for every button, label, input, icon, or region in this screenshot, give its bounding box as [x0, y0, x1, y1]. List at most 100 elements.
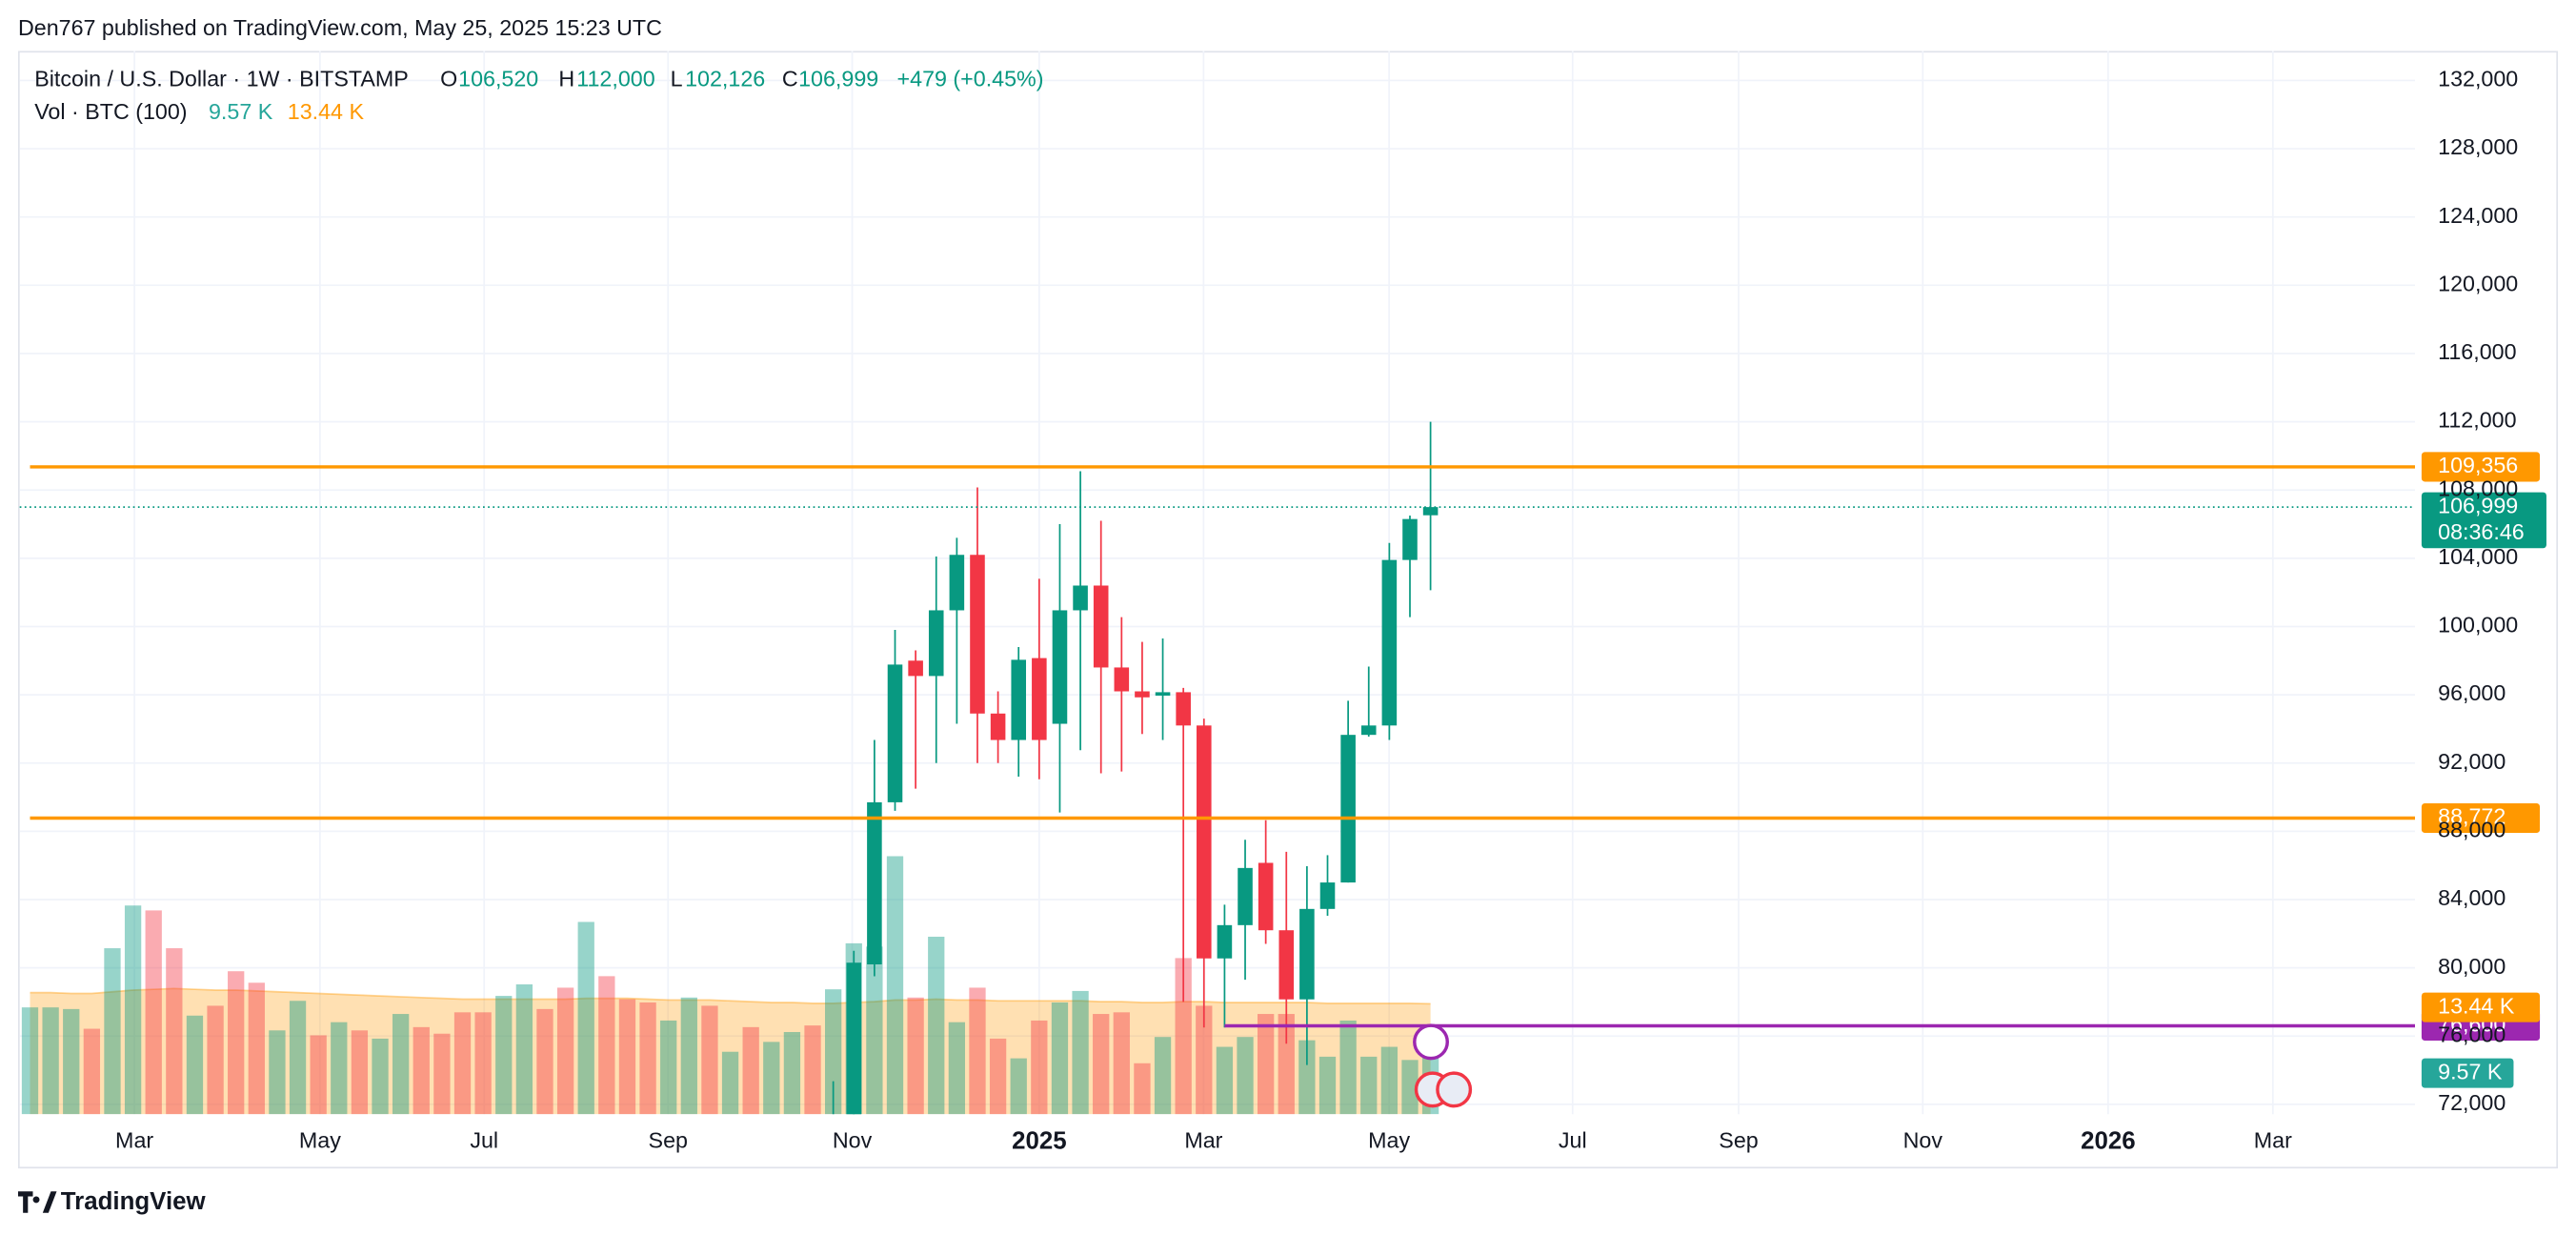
volume-bar [1134, 1063, 1151, 1115]
volume-bar [331, 1022, 348, 1115]
x-tick-label: 2025 [1012, 1127, 1067, 1154]
volume-bar [1051, 1002, 1069, 1115]
volume-bar [228, 971, 245, 1115]
volume-bar [1298, 1040, 1316, 1115]
volume-bar [639, 1002, 656, 1115]
volume-bar [928, 936, 945, 1115]
candle-body [970, 555, 985, 714]
y-tick-label: 120,000 [2438, 271, 2518, 295]
volume-bar [1154, 1037, 1172, 1115]
volume-bar [269, 1030, 286, 1115]
chart-frame [17, 51, 2559, 1169]
y-tick-label: 124,000 [2438, 203, 2518, 228]
volume-bar [660, 1020, 677, 1115]
x-tick-label: Nov [1903, 1128, 1943, 1153]
volume-bar [310, 1035, 327, 1115]
candle-body [949, 555, 965, 611]
volume-bar [83, 1028, 101, 1115]
x-tick-label: Jul [470, 1128, 498, 1153]
volume-bar [495, 996, 513, 1115]
volume-bar [392, 1014, 410, 1115]
volume-bar [42, 1007, 59, 1115]
volume-bar [289, 1001, 307, 1115]
volume-bar [1258, 1014, 1275, 1115]
candle-body [1135, 691, 1150, 698]
volume-bar [1072, 990, 1089, 1115]
candle-body [1032, 658, 1047, 740]
volume-bar [742, 1026, 759, 1115]
candle-body [1217, 924, 1233, 959]
y-tick-label: 104,000 [2438, 544, 2518, 569]
volume-bar [701, 1005, 718, 1115]
volume-bar [351, 1030, 369, 1115]
y-tick-label: 108,000 [2438, 476, 2518, 500]
y-tick-label: 128,000 [2438, 134, 2518, 159]
y-tick-label: 96,000 [2438, 680, 2506, 705]
ohlc-value: 106,520 [458, 67, 538, 91]
y-tick-label: 112,000 [2438, 408, 2516, 433]
volume-bar [248, 982, 265, 1115]
candle-body [1093, 585, 1109, 668]
candles [832, 421, 1439, 1115]
brand: TradingView [61, 1188, 207, 1215]
volume-bar [1093, 1014, 1110, 1115]
volume-bar [721, 1051, 739, 1115]
volume-bar [166, 948, 183, 1115]
volume-bar [1196, 1005, 1213, 1115]
y-tick-label: 72,000 [2438, 1090, 2506, 1115]
volume-value: 9.57 K [209, 99, 273, 124]
volume-bar [969, 987, 986, 1115]
price-label: 106,999 [2438, 493, 2518, 517]
candle-body [867, 801, 882, 965]
y-tick-label: 116,000 [2438, 339, 2516, 364]
volume-bar [145, 910, 162, 1115]
volume-bar [515, 984, 533, 1115]
candle-body [1340, 735, 1356, 883]
y-tick-label: 84,000 [2438, 885, 2506, 910]
published-note: Den767 published on TradingView.com, May… [18, 15, 662, 40]
volume-bar [556, 987, 574, 1115]
candle-body [1238, 867, 1253, 925]
volume-ma-area [30, 988, 1431, 1115]
volume-bar [1318, 1056, 1337, 1115]
candle-body [1278, 930, 1295, 1000]
x-tick-label: Jul [1559, 1128, 1587, 1153]
candle-body [1176, 692, 1191, 726]
volume-bar [1237, 1037, 1254, 1115]
candle-body [928, 610, 944, 677]
candle-body [1052, 610, 1068, 724]
volume-bar [1031, 1020, 1048, 1115]
volume-bar [577, 921, 594, 1115]
level-label: 88,772 [2438, 804, 2506, 829]
volume-bar [1175, 958, 1192, 1115]
level-label-box [2421, 452, 2541, 482]
ohlc-letter: O [440, 67, 457, 91]
volume-tag: 9.57 K [2438, 1059, 2503, 1083]
candle-body [1360, 725, 1377, 736]
x-tick-label: Mar [115, 1128, 153, 1153]
ohlc-letter: H [558, 67, 574, 91]
y-tick-label: 80,000 [2438, 954, 2506, 979]
candle-body [1197, 725, 1212, 959]
volume-bar [1339, 1020, 1357, 1115]
y-tick-label: 100,000 [2438, 613, 2518, 638]
volume-bar [536, 1008, 553, 1115]
candle-body [1155, 692, 1171, 696]
candle-body [1011, 659, 1027, 740]
volume-bar [1401, 1060, 1419, 1115]
x-tick-label: Sep [1719, 1128, 1758, 1153]
volume-bar [763, 1042, 780, 1115]
ohlc-letter: L [671, 67, 683, 91]
candle-body [1258, 862, 1274, 931]
candle-body [1073, 585, 1088, 611]
volume-bar [453, 1012, 472, 1115]
volume-bar [907, 997, 924, 1115]
x-tick-label: May [299, 1128, 341, 1153]
candle-body [1299, 908, 1315, 1000]
x-tick-label: Nov [833, 1128, 873, 1153]
volume-bar [372, 1038, 389, 1115]
x-tick-label: Mar [2254, 1128, 2292, 1153]
ohlc-value: 112,000 [576, 67, 654, 91]
